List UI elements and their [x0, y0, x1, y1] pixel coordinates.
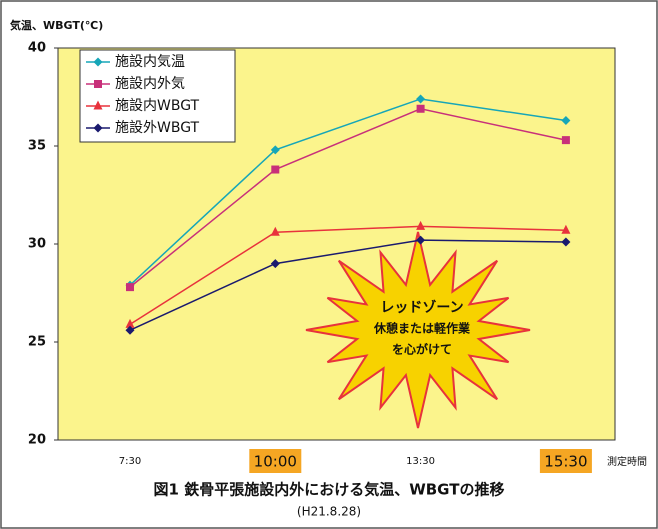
- x-tick-label: 7:30: [119, 456, 141, 467]
- marker: [270, 259, 280, 269]
- legend-label: 施設内気温: [115, 54, 185, 70]
- y-tick-label: 20: [28, 433, 46, 448]
- x-tick-label: 15:30: [544, 453, 587, 471]
- x-tick-label: 10:00: [254, 453, 297, 471]
- category-highlight: [539, 449, 592, 473]
- marker: [126, 283, 134, 292]
- legend-label: 施設内WBGT: [115, 98, 200, 114]
- y-tick-label: 25: [28, 335, 46, 350]
- chart-title: 図1 鉄骨平張施設内外における気温、WBGTの推移: [154, 481, 505, 499]
- annotation-text: レッドゾーン: [380, 299, 463, 316]
- legend-box: [79, 49, 236, 143]
- legend-label: 施設内外気: [115, 76, 185, 92]
- marker: [416, 220, 426, 230]
- marker: [561, 116, 571, 126]
- series-line: [129, 225, 566, 325]
- marker: [561, 237, 571, 247]
- starburst: [305, 231, 531, 429]
- y-tick-label: 40: [28, 41, 46, 56]
- annotation-text: 休憩または軽作業: [373, 321, 471, 336]
- marker: [125, 318, 135, 328]
- annotation-text: を心がけて: [392, 342, 452, 357]
- legend-label: 施設外WBGT: [115, 120, 200, 136]
- marker: [416, 94, 426, 104]
- marker: [125, 325, 135, 335]
- x-axis-label: 測定時間: [607, 455, 647, 468]
- marker: [270, 145, 280, 155]
- y-axis-label: 気温、WBGT(℃): [10, 18, 103, 32]
- marker: [561, 136, 570, 145]
- series-line: [129, 107, 567, 288]
- chart-subtitle: (H21.8.28): [297, 505, 361, 519]
- marker: [416, 104, 425, 113]
- marker: [93, 57, 103, 67]
- marker: [93, 123, 103, 133]
- series-line: [129, 239, 566, 331]
- y-tick-label: 30: [28, 237, 46, 252]
- x-tick-label: 13:30: [406, 456, 435, 467]
- marker: [94, 80, 102, 88]
- marker: [271, 165, 280, 174]
- category-highlight: [249, 449, 302, 473]
- series-line: [129, 98, 567, 286]
- y-tick-label: 35: [28, 139, 46, 154]
- marker: [416, 235, 426, 245]
- marker: [93, 100, 103, 110]
- marker: [561, 224, 571, 234]
- marker: [270, 226, 280, 236]
